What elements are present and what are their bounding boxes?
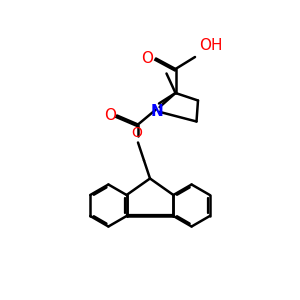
Text: N: N xyxy=(150,103,163,118)
Text: O: O xyxy=(104,108,116,123)
Text: O: O xyxy=(142,51,154,66)
Text: O: O xyxy=(131,126,142,140)
Text: OH: OH xyxy=(200,38,223,52)
